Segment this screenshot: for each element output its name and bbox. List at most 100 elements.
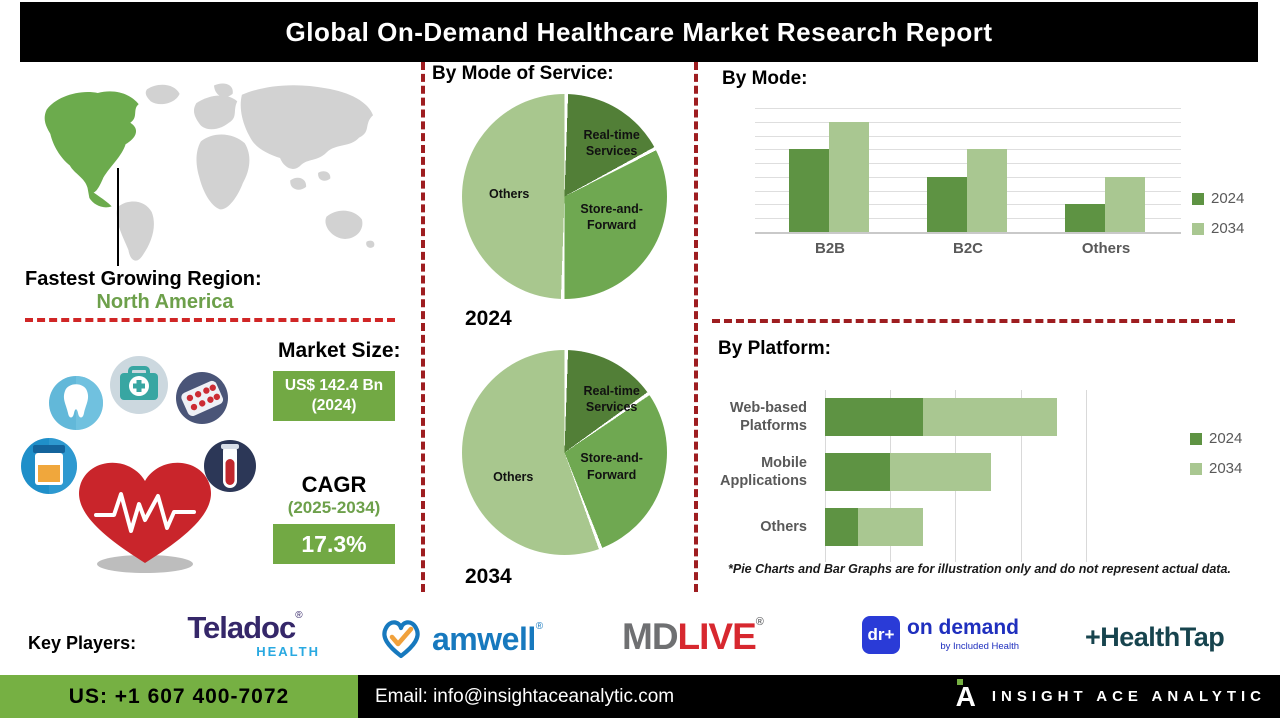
brand-name: INSIGHT ACE ANALYTIC (991, 688, 1266, 705)
legend-item-2024: 2024 (1190, 430, 1242, 447)
legend-swatch (1192, 192, 1204, 205)
footer-bar: US: +1 607 400-7072 Email: info@insighta… (0, 675, 1280, 718)
legend-item-2034: 2034 (1192, 220, 1244, 237)
legend-label: 2034 (1211, 220, 1245, 237)
cagr-label: CAGR (301, 472, 367, 497)
doctor-on-demand-subtext: by Included Health (940, 641, 1020, 652)
map-north-america (44, 91, 139, 208)
doctor-on-demand-logo: dr+ on demand by Included Health (862, 616, 1019, 654)
platform-row: Mobile Applications (720, 453, 1125, 491)
teladoc-health-text: HEALTH (256, 644, 320, 659)
by-mode-legend: 2024 2034 (1192, 190, 1244, 237)
insight-ace-analytic-logo: A INSIGHT ACE ANALYTIC (956, 675, 1266, 718)
divider-vertical-left (421, 62, 425, 592)
teladoc-wordmark: Teladoc (187, 610, 296, 645)
bar-segment-2024 (825, 453, 891, 491)
bar-segment-2034 (922, 398, 1057, 436)
bar-group-others: Others (1065, 108, 1147, 257)
footer-email[interactable]: Email: info@insightaceanalytic.com (375, 685, 675, 707)
bar-segment-2034 (857, 508, 923, 546)
category-label: Others (1081, 240, 1131, 257)
brand-a-icon: A (955, 678, 976, 712)
healthcare-icons (21, 356, 256, 573)
legend-item-2034: 2034 (1190, 460, 1242, 477)
pie-2024-year: 2024 (465, 307, 512, 330)
footer-phone[interactable]: US: +1 607 400-7072 (0, 675, 358, 718)
bar-b2c-2034 (967, 149, 1007, 232)
pie-2024-label-realtime: Real-time Services (583, 127, 640, 159)
bar-group-b2c: B2C (927, 108, 1009, 257)
mdlive-reg-mark: ® (755, 616, 764, 628)
pie-2024-label-others: Others (488, 187, 530, 202)
teladoc-logo: Teladoc® HEALTH (170, 610, 320, 659)
pie-2034-label-others: Others (493, 469, 534, 484)
legend-item-2024: 2024 (1192, 190, 1244, 207)
market-size-value: US$ 142.4 Bn (284, 376, 384, 394)
divider-vertical-right (694, 62, 698, 592)
title-bar: Global On-Demand Healthcare Market Resea… (20, 2, 1258, 62)
by-platform-legend: 2024 2034 (1190, 430, 1242, 477)
pie-2034-year: 2034 (465, 565, 512, 588)
legend-swatch (1190, 432, 1202, 445)
platform-label: Web-based Platforms (729, 399, 807, 434)
mdlive-md-text: MD (622, 616, 679, 657)
bar-b2b-2034 (829, 121, 869, 232)
gridline (1085, 390, 1087, 562)
map-south-america (116, 201, 154, 261)
legend-label: 2024 (1211, 190, 1245, 207)
map-greenland (145, 84, 180, 105)
cagr-period: (2025-2034) (287, 498, 381, 517)
map-europe (193, 83, 238, 130)
bar-segment-2024 (825, 508, 858, 546)
by-mode-column-chart: B2B B2C Others (755, 108, 1181, 257)
mdlive-logo: MDLIVE® (622, 616, 764, 658)
disclaimer-footnote: *Pie Charts and Bar Graphs are for illus… (728, 562, 1231, 576)
amwell-wordmark: amwell (432, 620, 536, 657)
amwell-heart-icon (382, 620, 420, 659)
legend-label: 2034 (1209, 460, 1243, 477)
doctor-on-demand-badge-icon: dr+ (862, 616, 900, 654)
brand-green-dot (956, 678, 963, 685)
gridline (755, 108, 1181, 109)
pie-2034-circle (462, 350, 667, 555)
amwell-logo: amwell® (378, 616, 543, 662)
pie-2034-label-realtime: Real-time Services (583, 383, 640, 415)
gridline (755, 121, 1181, 123)
market-size-value-box: US$ 142.4 Bn (2024) (273, 371, 395, 421)
bar-segment-2034 (890, 453, 992, 491)
cagr-value: 17.3% (301, 530, 367, 557)
teladoc-reg-mark: ® (295, 610, 303, 621)
map-asia (240, 85, 374, 190)
divider-horizontal-left (25, 318, 395, 322)
bar-b2b-2024 (789, 149, 829, 232)
bar-others-2034 (1105, 176, 1145, 232)
legend-label: 2024 (1209, 430, 1243, 447)
mode-of-service-heading: By Mode of Service: (432, 63, 614, 84)
pie-chart-2034: Real-time Services Store-and-Forward Oth… (462, 350, 667, 555)
test-tube-icon (204, 440, 256, 492)
page-title: Global On-Demand Healthcare Market Resea… (285, 16, 993, 47)
heart-ekg-icon (79, 462, 211, 563)
heart-shadow (97, 555, 193, 573)
legend-swatch (1190, 462, 1202, 475)
pie-2024-circle (462, 94, 667, 299)
medicine-jar-icon (21, 438, 77, 494)
by-mode-heading: By Mode: (722, 68, 808, 89)
bar-others-2024 (1065, 204, 1105, 232)
bar-b2c-2024 (927, 176, 967, 232)
market-size-heading: Market Size: (278, 339, 401, 362)
legend-swatch (1192, 222, 1204, 235)
by-platform-heading: By Platform: (718, 338, 831, 359)
category-label: B2B (814, 240, 845, 257)
tooth-icon (49, 376, 103, 430)
gridline (1020, 390, 1022, 562)
pie-chart-2024: Real-time Services Store-and-Forward Oth… (462, 94, 667, 299)
first-aid-kit-icon (110, 356, 168, 414)
world-map (44, 83, 375, 261)
fastest-region-value: North America (96, 291, 234, 313)
platform-row: Web-based Platforms (730, 398, 1125, 436)
map-australia (325, 210, 375, 248)
pills-icon (176, 372, 228, 424)
mdlive-live-text: LIVE (677, 616, 757, 657)
